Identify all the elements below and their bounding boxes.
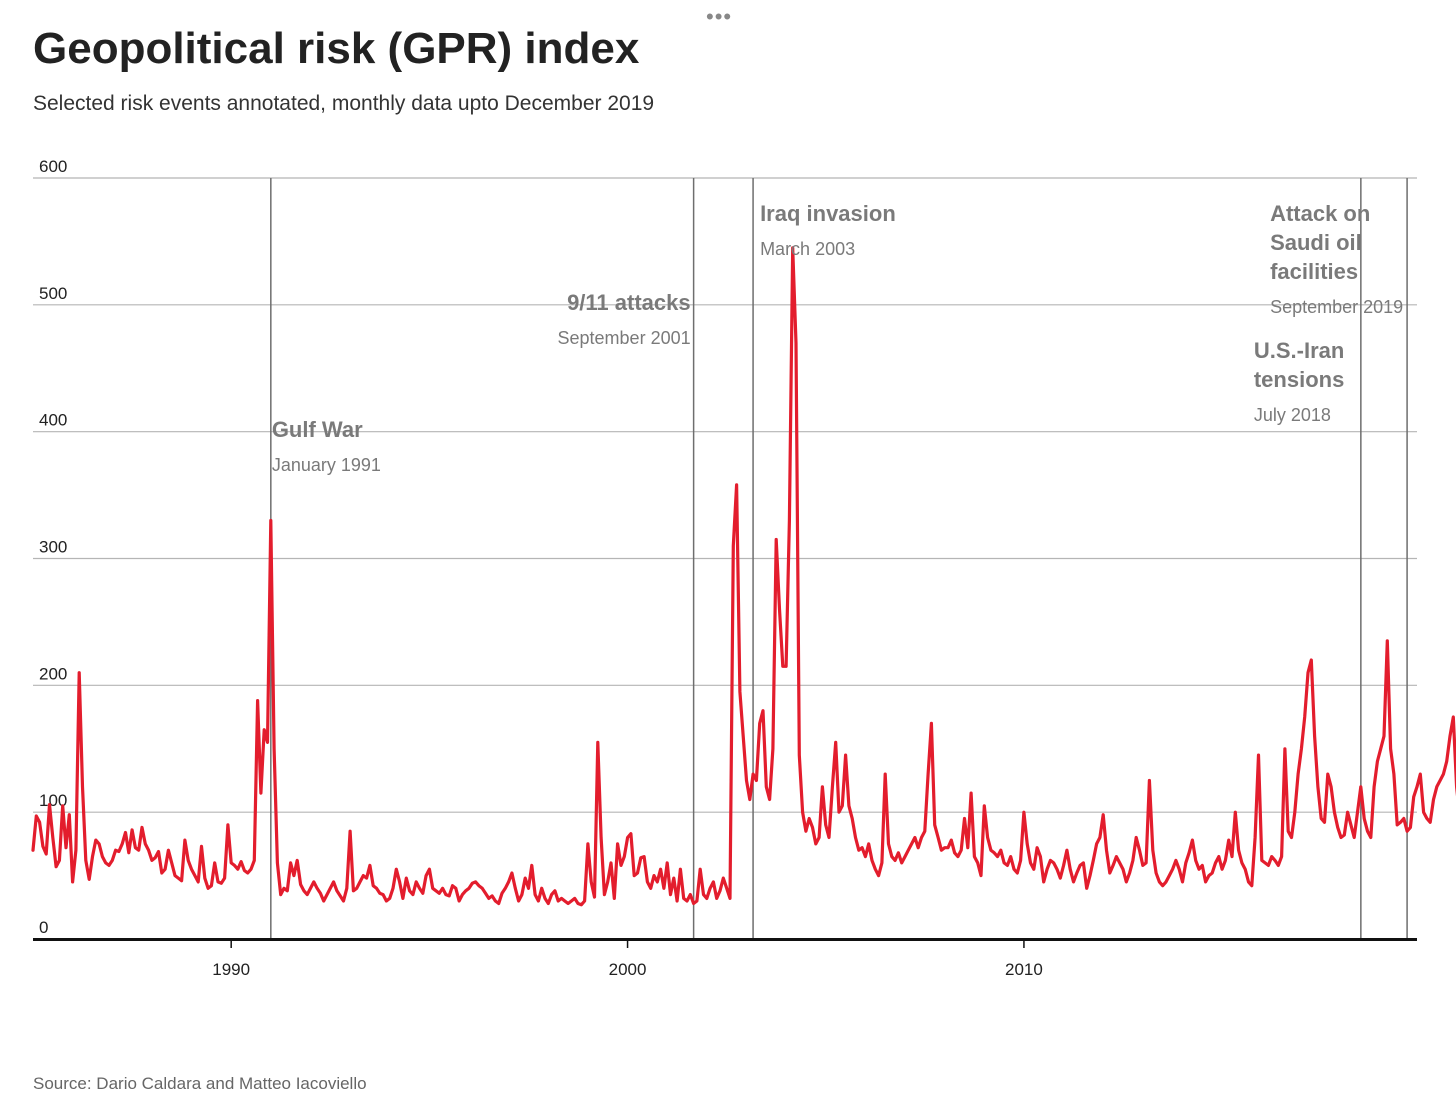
x-tick-label-1990: 1990 (212, 960, 250, 979)
source-note: Source: Dario Caldara and Matteo Iacovie… (33, 1074, 367, 1093)
series-layer (31, 246, 1456, 907)
y-tick-label-600: 600 (39, 157, 67, 176)
y-tick-label-100: 100 (39, 791, 67, 810)
chart-subtitle: Selected risk events annotated, monthly … (33, 92, 655, 115)
annotation-title-2: Iraq invasion (760, 201, 896, 226)
chart-title: Geopolitical risk (GPR) index (33, 24, 640, 73)
event-annotations: Gulf War January 1991 9/11 attacks Septembe… (272, 201, 1403, 475)
annotation-date-4: September 2019 (1270, 297, 1403, 317)
annotation-title-3: U.S.-Iran tensions (1254, 338, 1344, 392)
annotation-date-3: July 2018 (1254, 405, 1331, 425)
gpr-line-chart: 0 100 200 300 400 500 600 1990 2000 2010 Gulf Wa… (31, 157, 1456, 979)
x-tick-label-2000: 2000 (609, 960, 647, 979)
annotation-title-1: 9/11 attacks (567, 290, 691, 315)
y-tick-label-300: 300 (39, 538, 67, 557)
annotation-title-4: Attack on Saudi oil facilities (1270, 201, 1370, 284)
annotation-date-1: September 2001 (558, 328, 691, 348)
annotation-date-0: January 1991 (272, 455, 381, 475)
gpr-series-line-0 (31, 246, 1456, 907)
x-axis-ticks: 1990 2000 2010 (212, 941, 1043, 979)
gridlines (33, 177, 1417, 813)
y-tick-label-0: 0 (39, 918, 48, 937)
annotation-date-2: March 2003 (760, 239, 855, 259)
y-tick-label-500: 500 (39, 284, 67, 303)
y-tick-label-400: 400 (39, 411, 67, 430)
y-tick-label-200: 200 (39, 664, 67, 683)
y-axis-ticks: 0 100 200 300 400 500 600 (39, 157, 67, 937)
annotation-title-0: Gulf War (272, 417, 363, 442)
x-tick-label-2010: 2010 (1005, 960, 1043, 979)
more-options-icon[interactable]: ••• (706, 4, 733, 29)
